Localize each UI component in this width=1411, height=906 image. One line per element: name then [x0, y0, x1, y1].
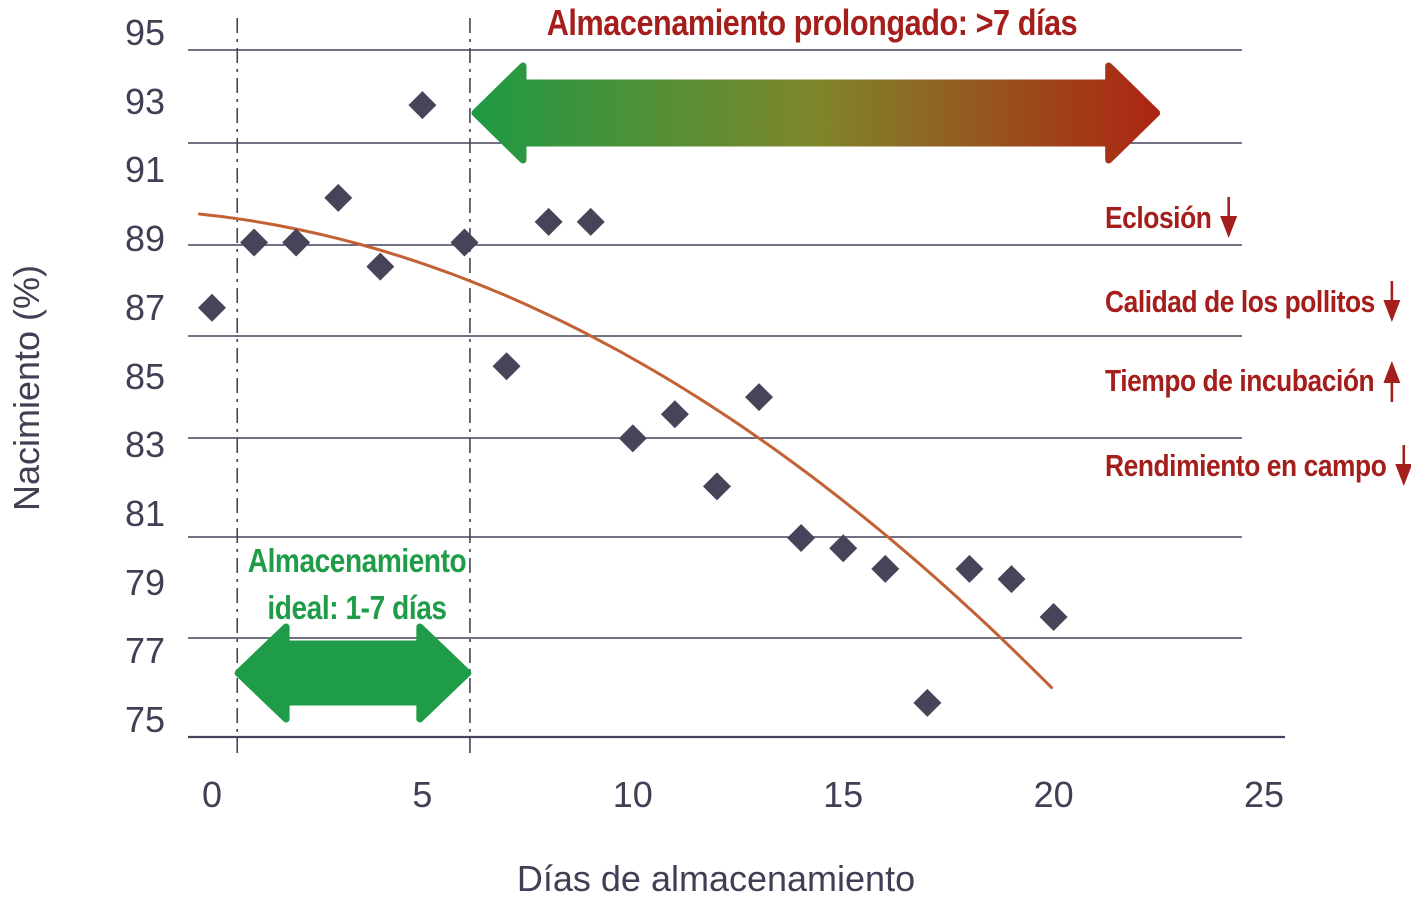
data-point-diamond [618, 424, 647, 453]
data-point-diamond [787, 523, 816, 552]
trend-line [197, 212, 1053, 690]
arrow-down-icon [1220, 197, 1238, 239]
prolonged-storage-title: Almacenamiento prolongado: >7 días [546, 2, 1078, 43]
y-tick-label: 83 [124, 424, 165, 466]
data-point-diamond [745, 383, 774, 412]
data-point-diamond [702, 472, 731, 501]
data-point-diamond [955, 554, 984, 583]
y-tick-label: 75 [124, 699, 165, 740]
effect-label: Rendimiento en campo [1105, 448, 1387, 483]
arrow-up-icon [1383, 360, 1401, 402]
effect-row-tiempo: Tiempo de incubación [1105, 359, 1401, 403]
effect-row-eclosion: Eclosión [1105, 196, 1238, 240]
y-tick-label: 79 [124, 561, 165, 603]
ideal-storage-label-line2: ideal: 1-7 días [267, 589, 447, 626]
data-point-diamond [324, 183, 353, 212]
effect-row-calidad: Calidad de los pollitos [1105, 280, 1401, 324]
data-point-diamond [198, 293, 226, 322]
x-tick-label: 0 [201, 774, 223, 815]
y-tick-label: 87 [124, 286, 165, 328]
data-point-diamond [871, 554, 900, 583]
effect-row-rendimiento: Rendimiento en campo [1105, 444, 1411, 488]
x-tick-label: 15 [823, 774, 864, 815]
y-tick-label: 93 [124, 80, 165, 122]
x-axis-title: Días de almacenamiento [516, 858, 916, 899]
ideal-storage-label: Almacenamiento ideal: 1-7 días [248, 537, 467, 631]
effect-label: Calidad de los pollitos [1105, 284, 1375, 319]
y-tick-label: 95 [124, 12, 165, 53]
x-tick-label: 25 [1243, 774, 1285, 815]
effect-label: Tiempo de incubación [1105, 363, 1375, 398]
y-tick-label: 77 [124, 630, 165, 672]
data-point-diamond [450, 228, 479, 257]
data-point-diamond [997, 565, 1026, 594]
ideal-storage-arrow [234, 623, 472, 723]
y-axis-title: Nacimiento (%) [6, 264, 47, 512]
data-point-diamond [660, 400, 689, 429]
x-tick-label: 10 [612, 774, 653, 815]
data-point-diamond [492, 352, 521, 381]
arrow-down-icon [1383, 281, 1401, 323]
x-tick-label: 5 [412, 774, 433, 815]
y-tick-label: 89 [124, 218, 165, 260]
effect-label: Eclosión [1105, 200, 1212, 235]
y-tick-label: 81 [124, 492, 165, 534]
ideal-storage-label-line1: Almacenamiento [247, 542, 467, 579]
data-point-diamond [913, 688, 942, 717]
data-point-diamond [366, 252, 395, 281]
data-point-diamond [829, 534, 858, 563]
data-point-diamond [408, 91, 437, 120]
data-point-diamond [1039, 602, 1068, 631]
x-tick-label: 20 [1033, 774, 1074, 815]
prolonged-storage-gradient-arrow [471, 62, 1161, 164]
arrow-down-icon [1395, 445, 1411, 487]
data-point-diamond [534, 207, 563, 236]
data-point-diamond [240, 228, 269, 257]
data-point-diamond [282, 228, 311, 257]
data-point-diamond [576, 207, 605, 236]
y-tick-label: 91 [124, 149, 165, 191]
y-tick-label: 85 [124, 355, 165, 397]
